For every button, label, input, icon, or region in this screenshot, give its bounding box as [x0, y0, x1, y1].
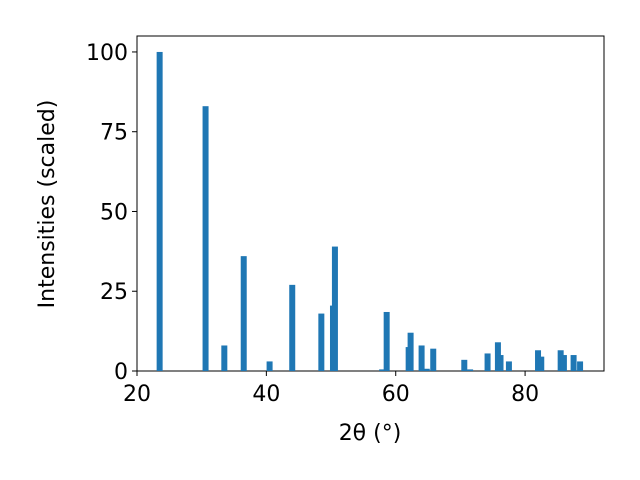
y-tick-label: 25: [100, 280, 128, 305]
bar: [430, 348, 437, 371]
bar: [560, 355, 567, 371]
bar: [379, 369, 386, 371]
y-tick-label: 100: [86, 41, 128, 66]
x-tick-label: 40: [252, 382, 280, 407]
bar: [331, 246, 338, 371]
y-axis-label: Intensities (scaled): [35, 100, 60, 309]
bar: [497, 355, 504, 371]
bar: [266, 361, 273, 371]
bar: [418, 345, 425, 371]
bar: [383, 311, 390, 371]
y-tick-label: 50: [100, 200, 128, 225]
bar: [461, 359, 468, 371]
y-tick-label: 75: [100, 121, 128, 146]
bar: [202, 106, 209, 371]
bar: [467, 369, 474, 371]
bar: [318, 313, 325, 371]
bar: [407, 332, 414, 371]
x-tick-label: 20: [123, 382, 151, 407]
bar: [577, 361, 584, 371]
x-tick-label: 80: [511, 382, 539, 407]
bar: [557, 350, 564, 371]
bar: [505, 361, 512, 371]
x-tick-label: 60: [382, 382, 410, 407]
bar: [535, 350, 542, 371]
bar: [156, 51, 163, 371]
y-tick-label: 0: [114, 360, 128, 385]
bar: [423, 368, 430, 371]
bar: [240, 256, 247, 371]
bar: [484, 353, 491, 371]
plot-frame: [136, 35, 605, 372]
x-axis-label: 2θ (°): [339, 421, 402, 446]
bar: [538, 356, 545, 371]
bar: [289, 284, 296, 371]
bar: [221, 345, 228, 371]
bar: [570, 355, 577, 371]
